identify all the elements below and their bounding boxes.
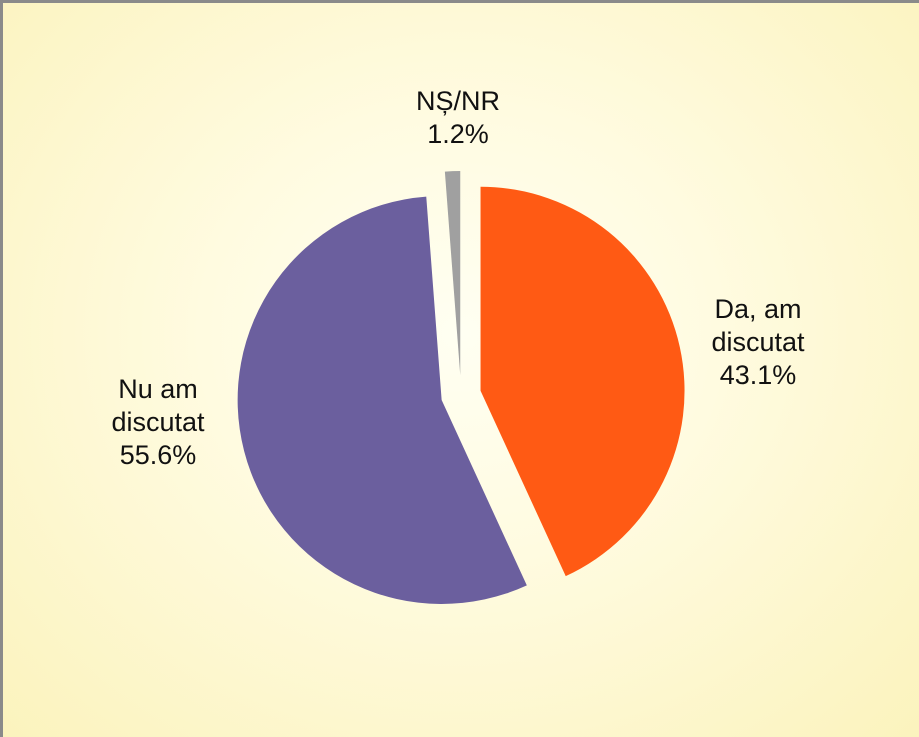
slice-value: 1.2% xyxy=(427,119,489,149)
slice-label: Da, am discutat 43.1% xyxy=(688,293,828,392)
pie-slice xyxy=(480,186,685,577)
slice-name: NȘ/NR xyxy=(415,86,500,116)
slice-value: 43.1% xyxy=(719,360,797,390)
slice-value: 55.6% xyxy=(119,440,197,470)
pie-slice xyxy=(237,196,527,605)
slice-name: Nu am discutat xyxy=(111,374,205,437)
slice-name: Da, am discutat xyxy=(711,294,805,357)
pie-slice xyxy=(444,171,461,376)
chart xyxy=(237,171,685,605)
slice-label: Nu am discutat 55.6% xyxy=(88,373,228,472)
slice-label: NȘ/NR 1.2% xyxy=(388,85,528,151)
